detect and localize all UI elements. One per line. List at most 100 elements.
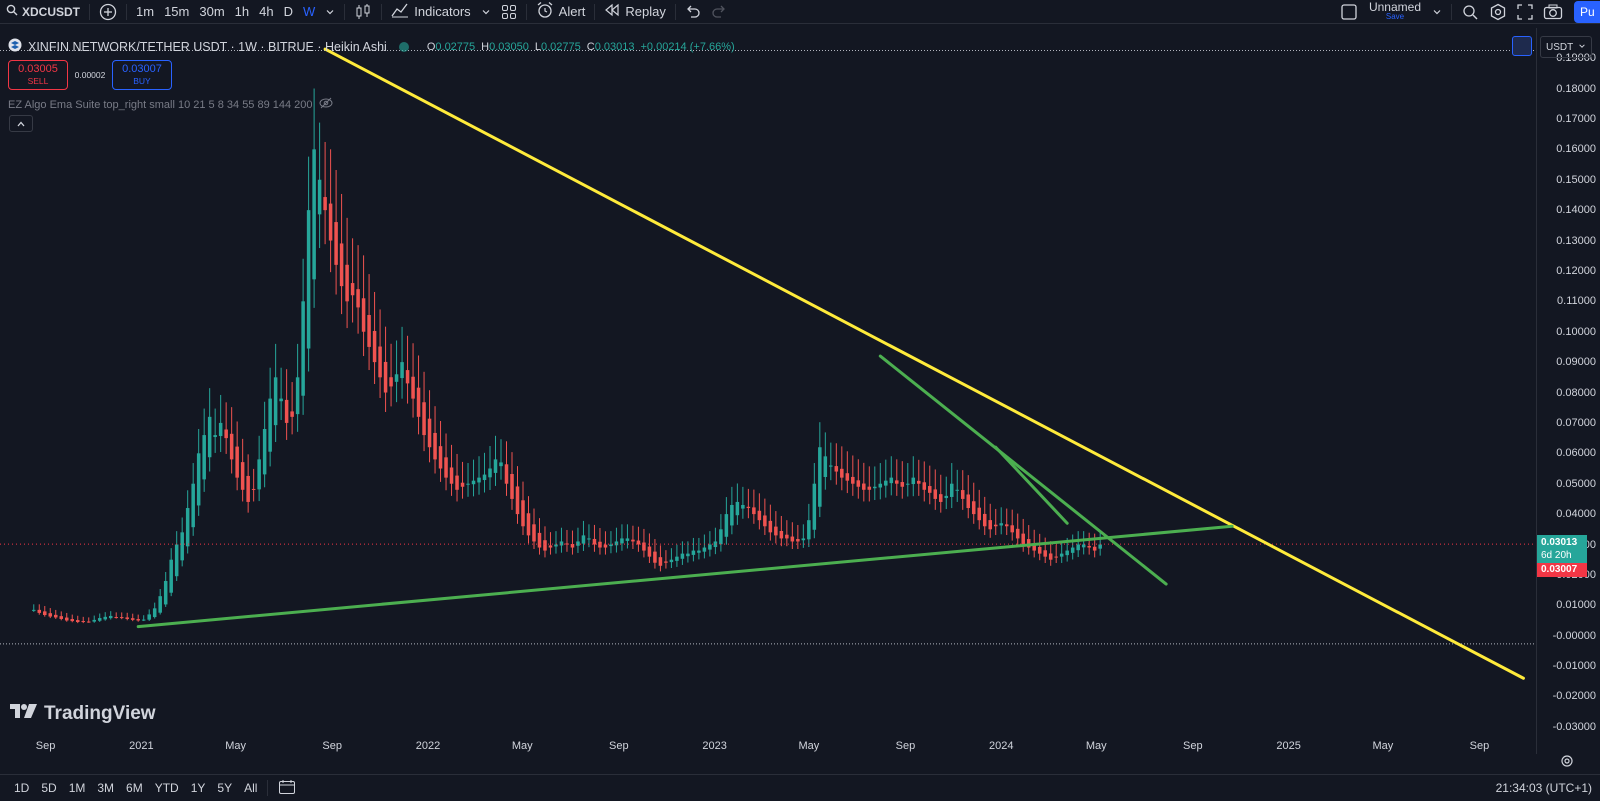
axis-settings-button[interactable]	[1560, 754, 1574, 773]
indicator-legend[interactable]: EZ Algo Ema Suite top_right small 10 21 …	[8, 97, 333, 112]
currency-selector[interactable]: USDT	[1540, 36, 1592, 58]
candle-body	[1087, 545, 1091, 548]
range-5y[interactable]: 5Y	[217, 781, 233, 795]
candle-body	[851, 476, 855, 484]
search-icon	[6, 4, 18, 19]
indicators-dropdown[interactable]	[476, 0, 496, 24]
chevron-down-icon	[1432, 7, 1442, 17]
time-tick-label: Sep	[609, 740, 629, 752]
camera-icon	[1543, 4, 1563, 20]
snapshot-button[interactable]	[1538, 0, 1568, 24]
candle-body	[1048, 553, 1053, 560]
price-tick-label: 0.06000	[1556, 447, 1596, 460]
high-value: 0.03050	[489, 40, 529, 53]
publish-button[interactable]: Pu	[1574, 1, 1600, 23]
layout-name-button[interactable]: Unnamed Save	[1363, 1, 1427, 22]
price-chart[interactable]	[0, 28, 1536, 754]
range-1y[interactable]: 1Y	[190, 781, 206, 795]
candle-body	[801, 538, 806, 541]
chevron-down-icon	[325, 7, 335, 17]
interval-dropdown[interactable]	[320, 0, 340, 24]
fullscreen-icon	[1517, 4, 1533, 20]
range-5d[interactable]: 5D	[41, 781, 57, 795]
redo-button[interactable]	[706, 0, 732, 24]
trendlines-layer	[136, 47, 1525, 680]
candle-body	[163, 580, 168, 605]
candle-body	[1054, 556, 1058, 558]
candle-body	[119, 617, 124, 619]
candle-body	[262, 428, 267, 475]
range-all[interactable]: All	[244, 781, 258, 795]
candle-body	[818, 447, 822, 507]
candle-body	[823, 456, 828, 477]
candle-body	[141, 619, 146, 621]
interval-d[interactable]: D	[283, 4, 293, 19]
interval-1m[interactable]: 1m	[136, 4, 155, 19]
market-status-icon[interactable]	[398, 41, 409, 52]
candle-body	[1010, 525, 1014, 533]
candle-body	[405, 370, 410, 384]
interval-15m[interactable]: 15m	[164, 4, 190, 19]
chart-type-button[interactable]	[349, 0, 377, 24]
candle-body	[587, 538, 591, 540]
candle-body	[565, 543, 569, 545]
time-tick-label: May	[798, 740, 820, 752]
interval-4h[interactable]: 4h	[259, 4, 274, 19]
sell-button[interactable]: 0.03005 SELL	[8, 60, 68, 90]
tradingview-logo[interactable]: TradingView	[10, 703, 156, 725]
search-sparkle-icon	[1461, 3, 1479, 21]
candle-body	[949, 483, 954, 497]
buy-label: BUY	[133, 76, 151, 86]
templates-button[interactable]	[496, 0, 522, 24]
indicators-button[interactable]: Indicators	[386, 0, 475, 24]
candle-body	[719, 529, 723, 545]
candle-body	[328, 203, 333, 241]
clock[interactable]: 21:34:03 (UTC+1)	[1495, 781, 1592, 795]
lock-scale-button[interactable]	[1512, 36, 1532, 56]
time-tick-label: Sep	[35, 740, 56, 752]
price-axis[interactable]: 0.19000 0.18000 0.17000 0.16000 0.15000 0.140…	[1536, 28, 1600, 754]
range-ytd[interactable]: YTD	[154, 781, 179, 795]
undo-button[interactable]	[680, 0, 706, 24]
fullscreen-button[interactable]	[1512, 0, 1538, 24]
price-tick-label: 0.13000	[1556, 234, 1596, 247]
replay-button[interactable]: Replay	[599, 0, 670, 24]
candle-body	[224, 429, 228, 439]
candle-body	[290, 411, 294, 417]
candle-body	[279, 398, 283, 402]
time-tick-label: May	[1372, 740, 1394, 752]
layout-dropdown[interactable]	[1427, 0, 1447, 24]
select-layout-checkbox[interactable]	[1335, 0, 1363, 24]
eye-off-icon[interactable]	[319, 97, 333, 112]
candle-body	[108, 615, 113, 619]
buy-price: 0.03007	[122, 63, 162, 75]
candle-body	[1021, 533, 1025, 545]
quick-search-button[interactable]	[1456, 0, 1484, 24]
range-1d[interactable]: 1D	[14, 781, 30, 795]
alert-button[interactable]: Alert	[531, 0, 591, 24]
compare-symbol-button[interactable]	[94, 0, 122, 24]
symbol-title[interactable]: XINFIN NETWORK/TETHER USDT · 1W · BITRUE…	[28, 39, 387, 54]
price-tick-label: 0.12000	[1556, 264, 1596, 277]
settings-button[interactable]	[1484, 0, 1512, 24]
chevron-down-icon	[481, 7, 491, 17]
interval-1h[interactable]: 1h	[234, 4, 250, 19]
candle-body	[1092, 546, 1097, 551]
interval-30m[interactable]: 30m	[199, 4, 225, 19]
candle-body	[807, 520, 811, 540]
alert-label: Alert	[558, 4, 586, 19]
go-to-date-button[interactable]	[272, 779, 302, 798]
candle-body	[757, 510, 762, 521]
buy-button[interactable]: 0.03007 BUY	[112, 60, 172, 90]
range-3m[interactable]: 3M	[97, 781, 115, 795]
collapse-legend-button[interactable]	[9, 115, 33, 132]
candle-body	[114, 617, 118, 619]
range-1m[interactable]: 1M	[68, 781, 86, 795]
interval-w[interactable]: W	[303, 4, 316, 19]
range-6m[interactable]: 6M	[126, 781, 143, 795]
candle-body	[752, 507, 756, 515]
candle-body	[911, 477, 916, 485]
candle-body	[152, 608, 157, 618]
candle-body	[482, 474, 487, 481]
symbol-search-button[interactable]: XDCUSDT	[0, 0, 85, 24]
